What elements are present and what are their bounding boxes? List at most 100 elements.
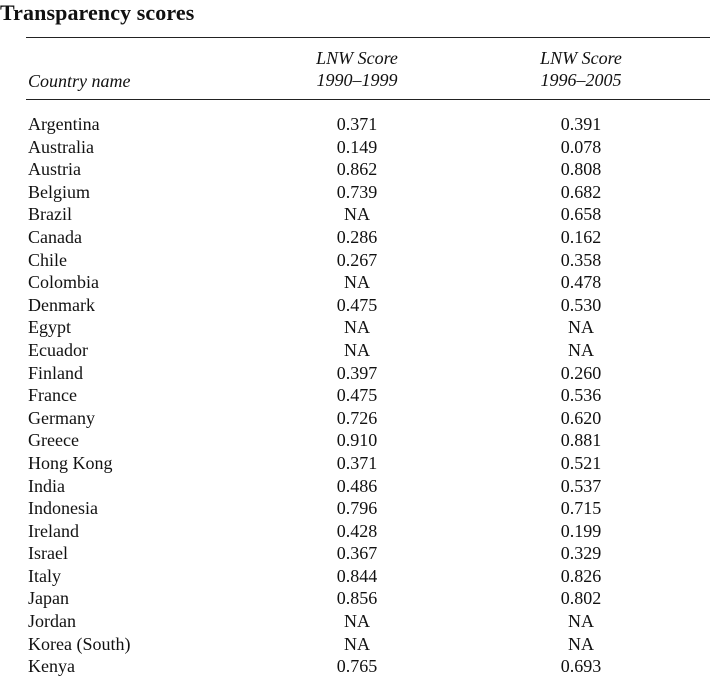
lnw-score-1990-1999-cell: 0.862 bbox=[336, 159, 378, 180]
lnw-score-1996-2005-cell: NA bbox=[568, 611, 594, 632]
lnw-score-1990-1999-cell: 0.486 bbox=[336, 475, 378, 496]
country-name-cell: Ireland bbox=[28, 520, 79, 541]
country-name-cell: Finland bbox=[28, 362, 84, 383]
lnw-score-1996-2005-cell: 0.478 bbox=[560, 272, 602, 293]
lnw-score-1990-1999-cell: 0.856 bbox=[336, 588, 378, 609]
lnw-score-1990-1999-cell: NA bbox=[344, 204, 370, 225]
lnw-score-1996-2005-cell: 0.620 bbox=[560, 407, 602, 428]
lnw-score-1996-2005-cell: 0.682 bbox=[560, 181, 602, 202]
lnw-score-1990-1999-cell: 0.844 bbox=[336, 565, 378, 586]
lnw-score-1996-2005-cell: 0.536 bbox=[560, 385, 602, 406]
country-name-cell: Jordan bbox=[28, 611, 76, 632]
header-col1-line1: LNW Score bbox=[316, 48, 398, 68]
country-name-cell: Indonesia bbox=[28, 498, 98, 519]
lnw-score-1996-2005-cell: 0.881 bbox=[560, 430, 602, 451]
lnw-score-1990-1999-cell: 0.765 bbox=[336, 656, 378, 677]
table-row: India 0.486 0.537 bbox=[0, 476, 710, 499]
lnw-score-1990-1999-cell: 0.796 bbox=[336, 498, 378, 519]
header-col2-line2: 1996–2005 bbox=[540, 70, 622, 90]
country-name-cell: Greece bbox=[28, 430, 79, 451]
country-name-cell: Korea (South) bbox=[28, 633, 131, 654]
lnw-score-1996-2005-cell: 0.530 bbox=[560, 294, 602, 315]
table-row: Kenya 0.765 0.693 bbox=[0, 656, 710, 679]
lnw-score-1996-2005-cell: 0.537 bbox=[560, 475, 602, 496]
country-name-cell: France bbox=[28, 385, 77, 406]
lnw-score-1996-2005-cell: 0.162 bbox=[560, 226, 602, 247]
country-name-cell: Italy bbox=[28, 565, 61, 586]
lnw-score-1990-1999-cell: 0.371 bbox=[336, 114, 378, 134]
lnw-score-1996-2005-cell: 0.802 bbox=[560, 588, 602, 609]
table-row: Indonesia 0.796 0.715 bbox=[0, 498, 710, 521]
lnw-score-1996-2005-cell: 0.826 bbox=[560, 565, 602, 586]
lnw-score-1996-2005-cell: 0.329 bbox=[560, 543, 602, 564]
table-title: Transparency scores bbox=[0, 0, 195, 25]
table-row: Austria 0.862 0.808 bbox=[0, 159, 710, 182]
lnw-score-1996-2005-cell: NA bbox=[568, 317, 594, 338]
country-name-cell: Kenya bbox=[28, 656, 75, 677]
lnw-score-1996-2005-cell: 0.358 bbox=[560, 249, 602, 270]
country-name-cell: Japan bbox=[28, 588, 69, 609]
country-name-cell: Egypt bbox=[28, 317, 71, 338]
table-row: Canada 0.286 0.162 bbox=[0, 227, 710, 250]
lnw-score-1996-2005-cell: NA bbox=[568, 633, 594, 654]
table-row: Ireland 0.428 0.199 bbox=[0, 521, 710, 544]
lnw-score-1990-1999-cell: NA bbox=[344, 272, 370, 293]
table-row: Italy 0.844 0.826 bbox=[0, 566, 710, 589]
lnw-score-1990-1999-cell: 0.475 bbox=[336, 294, 378, 315]
country-name-cell: Israel bbox=[28, 543, 68, 564]
country-name-cell: Austria bbox=[28, 159, 81, 180]
table-row: France 0.475 0.536 bbox=[0, 385, 710, 408]
table-row: Brazil NA 0.658 bbox=[0, 204, 710, 227]
country-name-cell: India bbox=[28, 475, 65, 496]
table-row: Korea (South) NA NA bbox=[0, 634, 710, 657]
lnw-score-1990-1999-cell: 0.475 bbox=[336, 385, 378, 406]
top-rule bbox=[26, 37, 710, 38]
lnw-score-1996-2005-cell: 0.199 bbox=[560, 520, 602, 541]
lnw-score-1990-1999-cell: 0.910 bbox=[336, 430, 378, 451]
table-row: Germany 0.726 0.620 bbox=[0, 408, 710, 431]
lnw-score-1990-1999-cell: NA bbox=[344, 633, 370, 654]
header-col1-line2: 1990–1999 bbox=[316, 70, 398, 90]
lnw-score-1990-1999-cell: 0.367 bbox=[336, 543, 378, 564]
country-name-cell: Chile bbox=[28, 249, 67, 270]
table-row: Ecuador NA NA bbox=[0, 340, 710, 363]
lnw-score-1990-1999-cell: 0.371 bbox=[336, 452, 378, 473]
lnw-score-1996-2005-cell: 0.260 bbox=[560, 362, 602, 383]
lnw-score-1996-2005-cell: 0.715 bbox=[560, 498, 602, 519]
header-lnw-score-1990-1999: LNW Score 1990–1999 bbox=[257, 47, 457, 91]
lnw-score-1996-2005-cell: 0.808 bbox=[560, 159, 602, 180]
country-name-cell: Argentina bbox=[28, 114, 100, 134]
lnw-score-1990-1999-cell: 0.149 bbox=[336, 136, 378, 157]
country-name-cell: Ecuador bbox=[28, 339, 88, 360]
table-row: Japan 0.856 0.802 bbox=[0, 588, 710, 611]
table-row: Greece 0.910 0.881 bbox=[0, 430, 710, 453]
table-row: Hong Kong 0.371 0.521 bbox=[0, 453, 710, 476]
table-row: Argentina 0.371 0.391 bbox=[0, 114, 710, 137]
header-col2-line1: LNW Score bbox=[540, 48, 622, 68]
lnw-score-1996-2005-cell: 0.658 bbox=[560, 204, 602, 225]
country-name-cell: Belgium bbox=[28, 181, 90, 202]
lnw-score-1990-1999-cell: 0.286 bbox=[336, 226, 378, 247]
country-name-cell: Brazil bbox=[28, 204, 72, 225]
table-row: Egypt NA NA bbox=[0, 317, 710, 340]
lnw-score-1990-1999-cell: 0.726 bbox=[336, 407, 378, 428]
table-row: Denmark 0.475 0.530 bbox=[0, 295, 710, 318]
lnw-score-1996-2005-cell: 0.521 bbox=[560, 452, 602, 473]
lnw-score-1990-1999-cell: 0.267 bbox=[336, 249, 378, 270]
header-country-name: Country name bbox=[28, 71, 131, 91]
table-row: Israel 0.367 0.329 bbox=[0, 543, 710, 566]
lnw-score-1990-1999-cell: NA bbox=[344, 339, 370, 360]
table-row: Chile 0.267 0.358 bbox=[0, 250, 710, 273]
lnw-score-1990-1999-cell: 0.397 bbox=[336, 362, 378, 383]
country-name-cell: Colombia bbox=[28, 272, 99, 293]
country-name-cell: Australia bbox=[28, 136, 94, 157]
lnw-score-1996-2005-cell: 0.693 bbox=[560, 656, 602, 677]
lnw-score-1990-1999-cell: 0.428 bbox=[336, 520, 378, 541]
table-row: Belgium 0.739 0.682 bbox=[0, 182, 710, 205]
table-row: Colombia NA 0.478 bbox=[0, 272, 710, 295]
lnw-score-1990-1999-cell: NA bbox=[344, 611, 370, 632]
country-name-cell: Hong Kong bbox=[28, 452, 113, 473]
lnw-score-1990-1999-cell: NA bbox=[344, 317, 370, 338]
table-row: Finland 0.397 0.260 bbox=[0, 363, 710, 386]
lnw-score-1996-2005-cell: 0.078 bbox=[560, 136, 602, 157]
